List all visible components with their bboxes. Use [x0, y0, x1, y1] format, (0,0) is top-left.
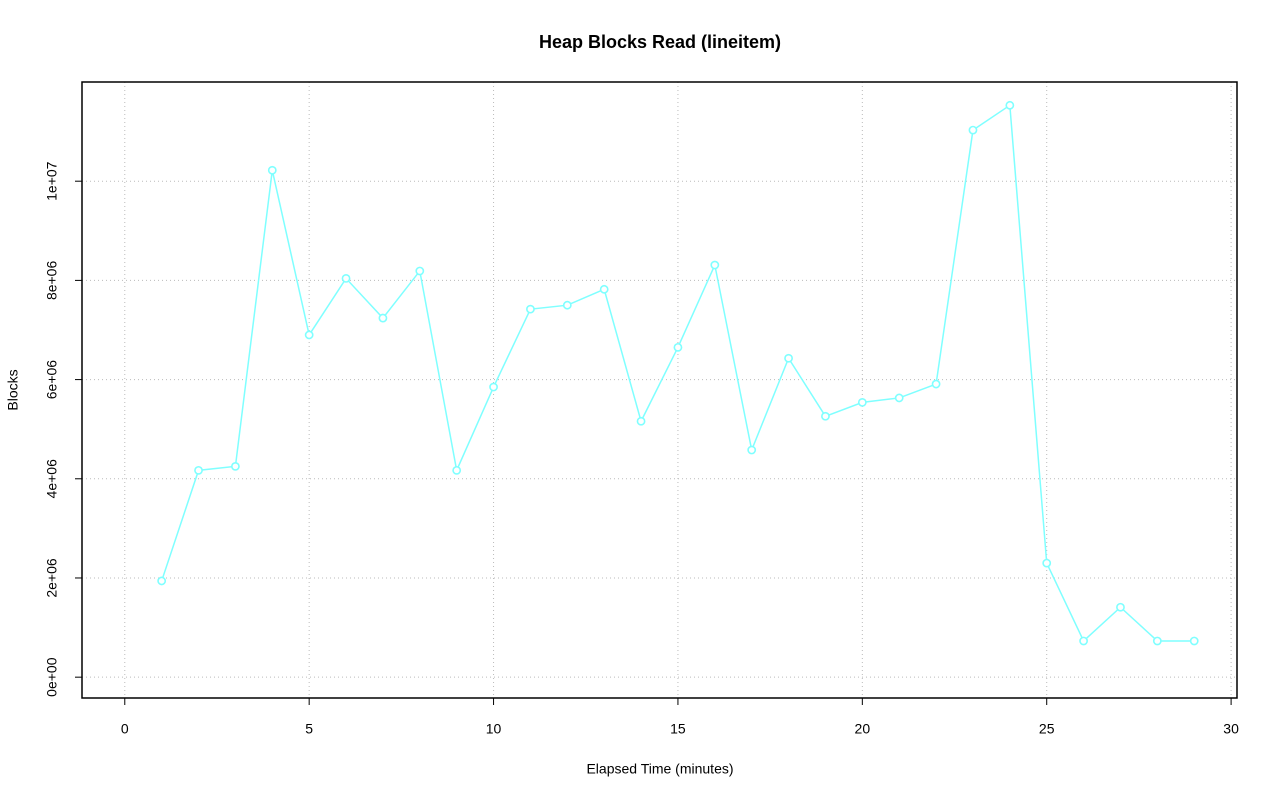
x-tick-label: 20 [855, 721, 871, 737]
data-point [821, 411, 830, 421]
x-tick-label: 30 [1223, 721, 1239, 737]
data-point [304, 330, 314, 340]
data-point [894, 393, 904, 403]
y-tick-label: 6e+06 [44, 360, 60, 400]
data-point [636, 416, 646, 426]
x-axis-label: Elapsed Time (minutes) [586, 761, 733, 777]
y-axis-label: Blocks [5, 369, 21, 410]
data-point [1152, 636, 1162, 646]
data-point [157, 576, 167, 586]
data-point [710, 260, 720, 270]
data-point [968, 125, 978, 135]
chart-title: Heap Blocks Read (lineitem) [539, 32, 781, 52]
data-point [784, 353, 793, 363]
x-tick-label: 5 [305, 721, 313, 737]
data-point [931, 379, 941, 389]
data-point [489, 382, 498, 392]
data-point [378, 313, 388, 323]
y-tick-label: 1e+07 [44, 161, 60, 201]
data-point [267, 165, 277, 175]
data-point [1005, 100, 1015, 110]
data-point [415, 266, 425, 276]
data-point [1116, 602, 1125, 612]
data-line [160, 103, 1195, 643]
data-point [1079, 636, 1088, 646]
data-point [562, 300, 572, 310]
x-tick-label: 25 [1039, 721, 1055, 737]
x-tick-label: 0 [121, 721, 129, 737]
data-point [526, 304, 535, 314]
plot-frame [81, 81, 1238, 699]
data-point [1189, 636, 1199, 646]
data-point [452, 465, 462, 475]
y-tick-label: 0e+00 [44, 657, 60, 697]
y-tick-label: 2e+06 [44, 558, 60, 598]
data-point [747, 445, 757, 455]
data-point [1042, 558, 1052, 568]
data-point [857, 397, 867, 407]
y-tick-label: 4e+06 [44, 459, 60, 499]
data-point [231, 461, 240, 471]
data-point [194, 465, 203, 475]
y-tick-label: 8e+06 [44, 261, 60, 301]
data-point [673, 342, 683, 352]
x-tick-label: 15 [670, 721, 686, 737]
data-point [599, 284, 609, 294]
x-tick-label: 10 [486, 721, 502, 737]
data-point [341, 274, 351, 283]
